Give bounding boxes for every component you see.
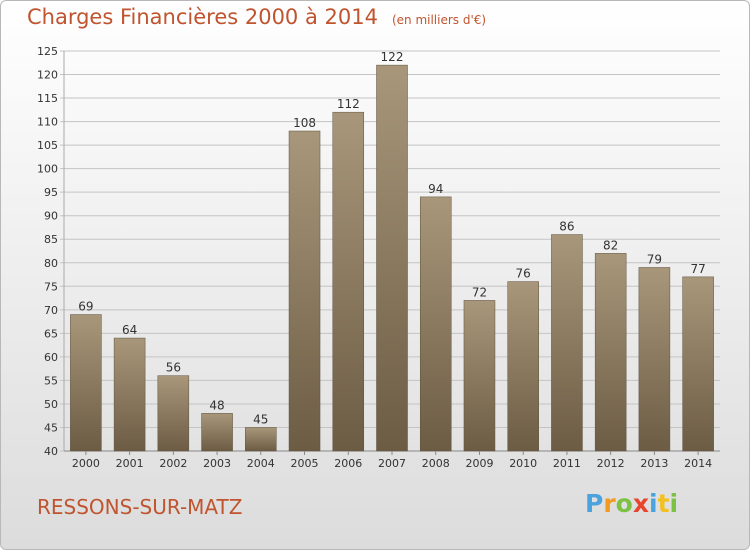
x-tick-label-2011: 2011 xyxy=(553,457,581,470)
y-tick-label: 50 xyxy=(44,398,58,411)
chart-subtitle: (en milliers d'€) xyxy=(391,13,487,27)
bar-2001 xyxy=(113,337,146,452)
y-tick-label: 55 xyxy=(44,374,58,387)
logo-letter: t xyxy=(657,489,670,518)
data-label-2013: 79 xyxy=(647,252,662,266)
bar-2014 xyxy=(682,276,714,452)
y-tick-label: 115 xyxy=(37,92,58,105)
x-tick-label-2008: 2008 xyxy=(422,457,450,470)
y-tick-label: 85 xyxy=(44,233,58,246)
y-tick-label: 95 xyxy=(44,186,58,199)
bar-2011 xyxy=(551,234,583,452)
bar-2010 xyxy=(507,281,539,452)
x-tick-label-2002: 2002 xyxy=(159,457,187,470)
bar-2003 xyxy=(201,413,233,452)
y-tick-label: 45 xyxy=(44,421,58,434)
place-name: RESSONS-SUR-MATZ xyxy=(37,495,243,519)
bar-2013 xyxy=(638,267,671,452)
data-label-2007: 122 xyxy=(381,50,404,64)
x-tick-label-2007: 2007 xyxy=(378,457,406,470)
data-label-2006: 112 xyxy=(337,97,360,111)
bar-2000 xyxy=(70,314,102,452)
x-tick-label-2006: 2006 xyxy=(334,457,362,470)
x-tick-label-2010: 2010 xyxy=(509,457,537,470)
logo-letter: o xyxy=(615,489,633,518)
logo-letter: i xyxy=(669,489,679,518)
chart-title: Charges Financières 2000 à 2014 (en milli… xyxy=(27,5,486,29)
y-tick-label: 70 xyxy=(44,304,58,317)
data-label-2000: 69 xyxy=(78,300,93,314)
y-tick-label: 120 xyxy=(37,69,58,82)
y-tick-label: 60 xyxy=(44,351,58,364)
x-tick-label-2013: 2013 xyxy=(640,457,668,470)
data-label-2001: 64 xyxy=(122,323,137,337)
bar-2004 xyxy=(245,427,277,452)
bar-2007 xyxy=(376,64,408,452)
chart-title-text: Charges Financières 2000 à 2014 xyxy=(27,5,378,29)
bar-2009 xyxy=(463,300,496,452)
logo-letter: r xyxy=(603,489,616,518)
bar-2012 xyxy=(594,253,627,452)
data-labels: 69 64 56 48 45 108 112 122 94 72 76 86 82 79 77 xyxy=(78,50,706,426)
y-tick-label: 110 xyxy=(37,116,58,129)
logo-letter: x xyxy=(632,489,649,518)
data-label-2014: 77 xyxy=(690,262,705,276)
data-label-2012: 82 xyxy=(603,238,618,252)
x-tick-label-2012: 2012 xyxy=(597,457,625,470)
data-label-2008: 94 xyxy=(428,182,443,196)
x-tick-label-2001: 2001 xyxy=(116,457,144,470)
y-axis-ticks: 40 45 50 55 60 65 70 75 80 85 90 95 100 105 110 115 120 1… xyxy=(37,45,58,458)
logo-letter: P xyxy=(585,489,604,518)
x-tick-label-2000: 2000 xyxy=(72,457,100,470)
x-axis-ticks: 2000 2001 2002 2003 2004 2005 2006 2007 2008 2009… xyxy=(72,451,712,470)
bars xyxy=(70,64,714,452)
y-tick-label: 125 xyxy=(37,45,58,58)
bar-2008 xyxy=(419,196,452,452)
data-label-2002: 56 xyxy=(166,361,181,375)
bar-2002 xyxy=(157,375,190,452)
y-tick-label: 65 xyxy=(44,327,58,340)
y-tick-label: 80 xyxy=(44,257,58,270)
x-tick-label-2005: 2005 xyxy=(291,457,319,470)
data-label-2003: 48 xyxy=(209,398,224,412)
x-tick-label-2009: 2009 xyxy=(465,457,493,470)
x-tick-label-2004: 2004 xyxy=(247,457,275,470)
proxiti-logo: Proxiti xyxy=(585,489,678,518)
data-label-2009: 72 xyxy=(472,285,487,299)
y-tick-label: 105 xyxy=(37,139,58,152)
y-tick-label: 90 xyxy=(44,210,58,223)
y-tick-label: 75 xyxy=(44,280,58,293)
x-tick-label-2014: 2014 xyxy=(684,457,712,470)
logo-letter: i xyxy=(649,489,658,518)
bar-2005 xyxy=(288,130,321,452)
bar-2006 xyxy=(332,111,365,452)
x-tick-label-2003: 2003 xyxy=(203,457,231,470)
data-label-2004: 45 xyxy=(253,412,268,426)
data-label-2011: 86 xyxy=(559,220,574,234)
data-label-2010: 76 xyxy=(516,267,531,281)
y-tick-label: 100 xyxy=(37,163,58,176)
data-label-2005: 108 xyxy=(293,116,316,130)
y-tick-label: 40 xyxy=(44,445,58,458)
